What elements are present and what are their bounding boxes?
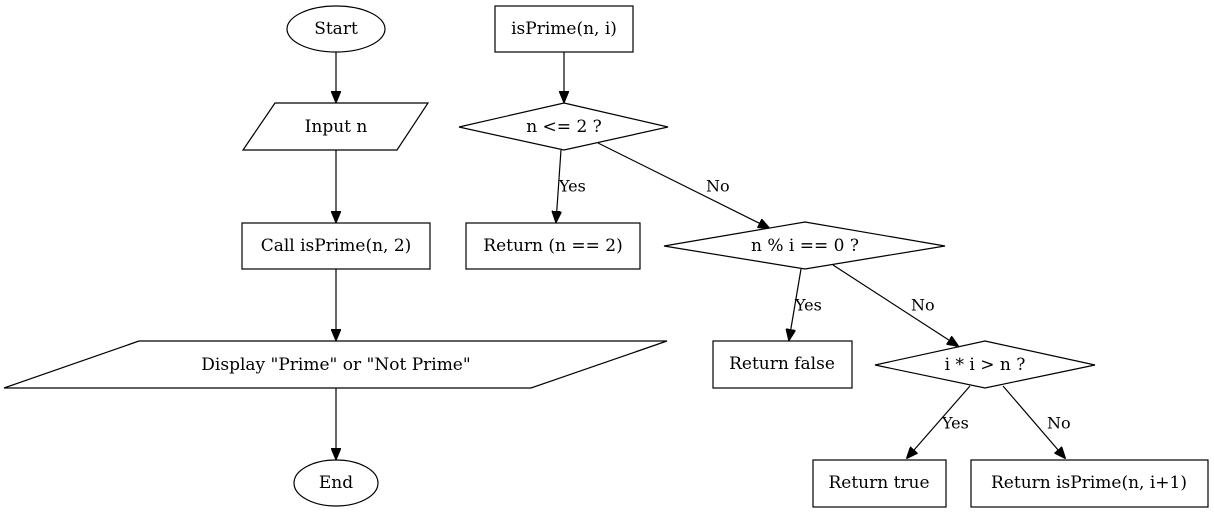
start-label: Start	[314, 19, 358, 39]
return-false-node: Return false	[712, 340, 853, 389]
decision-n-le-2: n <= 2 ?	[458, 102, 669, 151]
edge-cond3-yes-label: Yes	[941, 414, 969, 433]
edge-cond1-yes-label: Yes	[558, 177, 586, 196]
input-node: Input n	[241, 102, 430, 151]
edge-cond1-yes	[556, 149, 561, 222]
decision-n-mod-i: n % i == 0 ?	[663, 221, 946, 270]
decision-n-mod-i-label: n % i == 0 ?	[751, 236, 859, 256]
return-true-label: Return true	[828, 473, 929, 493]
function-label: isPrime(n, i)	[511, 19, 617, 39]
end-node: End	[293, 459, 379, 507]
end-label: End	[319, 473, 353, 493]
return-recursive-node: Return isPrime(n, i+1)	[970, 459, 1209, 508]
decision-n-le-2-label: n <= 2 ?	[526, 117, 602, 137]
call-node: Call isPrime(n, 2)	[241, 222, 431, 270]
edge-cond3-no-label: No	[1047, 414, 1071, 433]
function-node: isPrime(n, i)	[494, 5, 634, 53]
input-label: Input n	[305, 117, 368, 137]
decision-i-squared: i * i > n ?	[874, 340, 1096, 389]
return-false-label: Return false	[729, 354, 835, 374]
return-n-eq-2-node: Return (n == 2)	[465, 222, 641, 270]
edge-cond2-yes-label: Yes	[794, 296, 822, 315]
start-node: Start	[286, 5, 386, 53]
return-n-eq-2-label: Return (n == 2)	[483, 236, 622, 256]
edge-cond2-no-label: No	[911, 296, 935, 315]
edge-cond2-no	[832, 264, 958, 346]
decision-i-squared-label: i * i > n ?	[945, 355, 1026, 375]
return-recursive-label: Return isPrime(n, i+1)	[991, 473, 1187, 493]
return-true-node: Return true	[812, 459, 947, 508]
display-label: Display "Prime" or "Not Prime"	[201, 355, 470, 375]
edge-cond2-yes	[789, 268, 802, 340]
edge-cond1-no-label: No	[706, 177, 730, 196]
call-label: Call isPrime(n, 2)	[261, 236, 412, 256]
edge-cond1-no	[597, 142, 769, 228]
edge-cond3-yes	[907, 385, 971, 458]
edge-cond3-no	[1002, 385, 1065, 458]
display-node: Display "Prime" or "Not Prime"	[3, 340, 668, 389]
